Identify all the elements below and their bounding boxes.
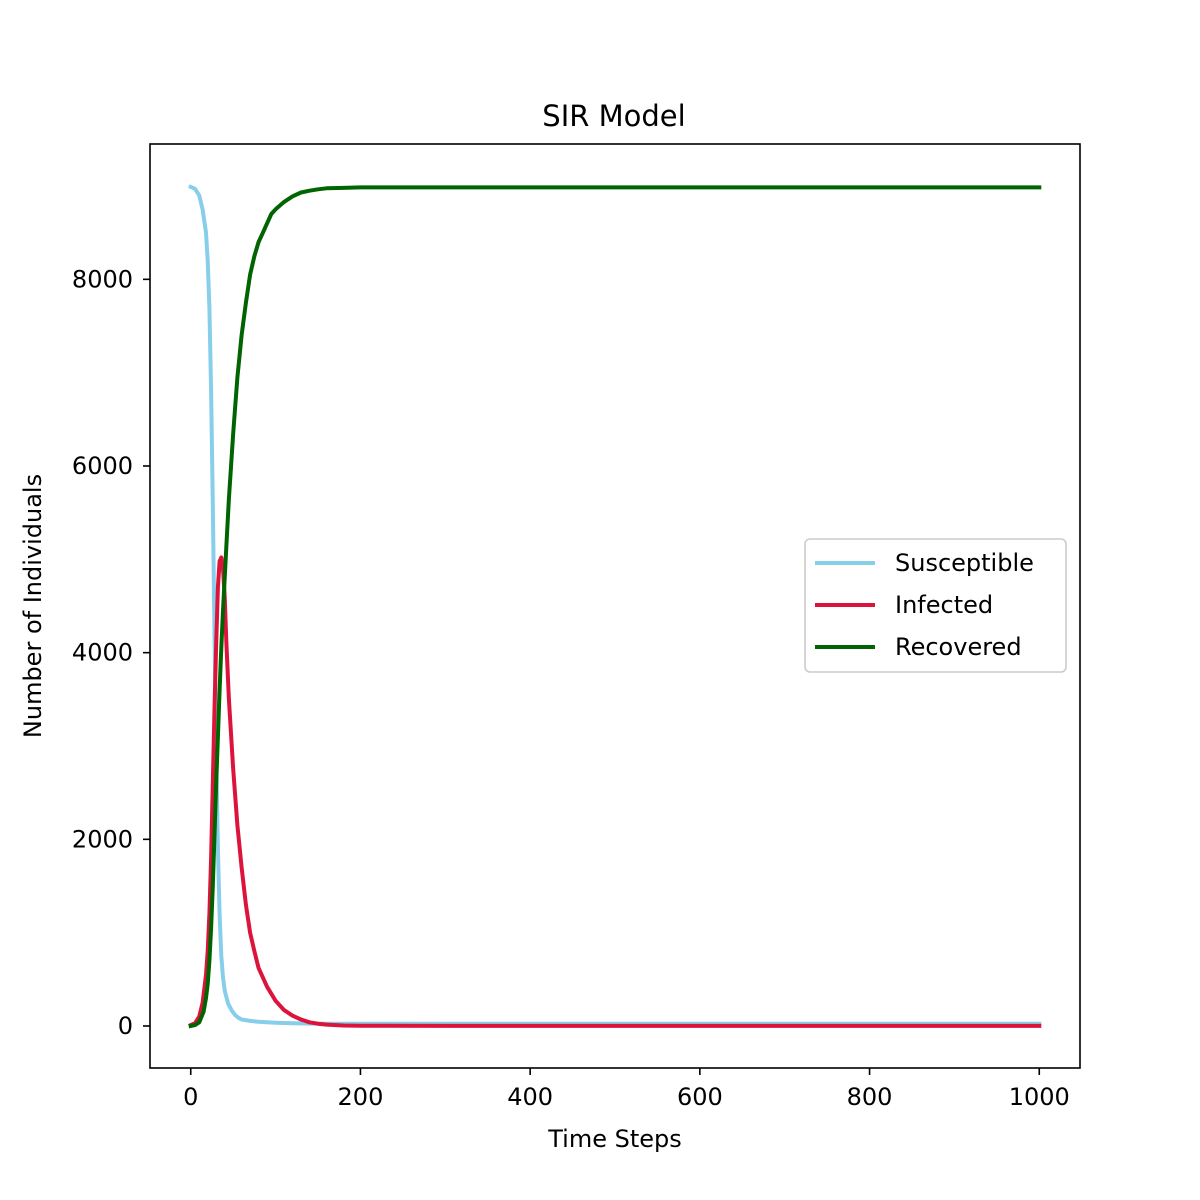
x-tick-label: 0 bbox=[183, 1083, 198, 1111]
y-tick-label: 2000 bbox=[72, 825, 133, 853]
chart-title: SIR Model bbox=[542, 99, 685, 133]
plot-frame bbox=[149, 143, 1081, 1069]
x-axis-title: Time Steps bbox=[547, 1125, 682, 1153]
legend: Susceptible Infected Recovered bbox=[804, 538, 1067, 673]
y-tick-label: 0 bbox=[118, 1012, 133, 1040]
x-tick-label: 200 bbox=[338, 1083, 384, 1111]
y-tick-label: 4000 bbox=[72, 639, 133, 667]
x-tick-label: 800 bbox=[847, 1083, 893, 1111]
legend-label-susceptible: Susceptible bbox=[895, 549, 1034, 577]
y-tick-label: 8000 bbox=[72, 265, 133, 293]
x-tick-label: 400 bbox=[507, 1083, 553, 1111]
legend-box bbox=[804, 538, 1067, 673]
series-layer bbox=[188, 184, 1042, 1029]
y-axis-ticks: 0 2000 4000 6000 8000 bbox=[72, 265, 150, 1040]
x-axis-ticks: 0 200 400 600 800 1000 bbox=[183, 1068, 1070, 1111]
legend-label-recovered: Recovered bbox=[895, 633, 1022, 661]
y-axis-title: Number of Individuals bbox=[19, 474, 47, 738]
series-line-infected bbox=[188, 555, 1042, 1028]
x-tick-label: 1000 bbox=[1009, 1083, 1070, 1111]
series-line-susceptible bbox=[188, 184, 1042, 1026]
y-tick-label: 6000 bbox=[72, 452, 133, 480]
legend-label-infected: Infected bbox=[895, 591, 993, 619]
plot-area bbox=[149, 143, 1081, 1069]
series-line-recovered bbox=[188, 185, 1042, 1029]
x-tick-label: 600 bbox=[677, 1083, 723, 1111]
